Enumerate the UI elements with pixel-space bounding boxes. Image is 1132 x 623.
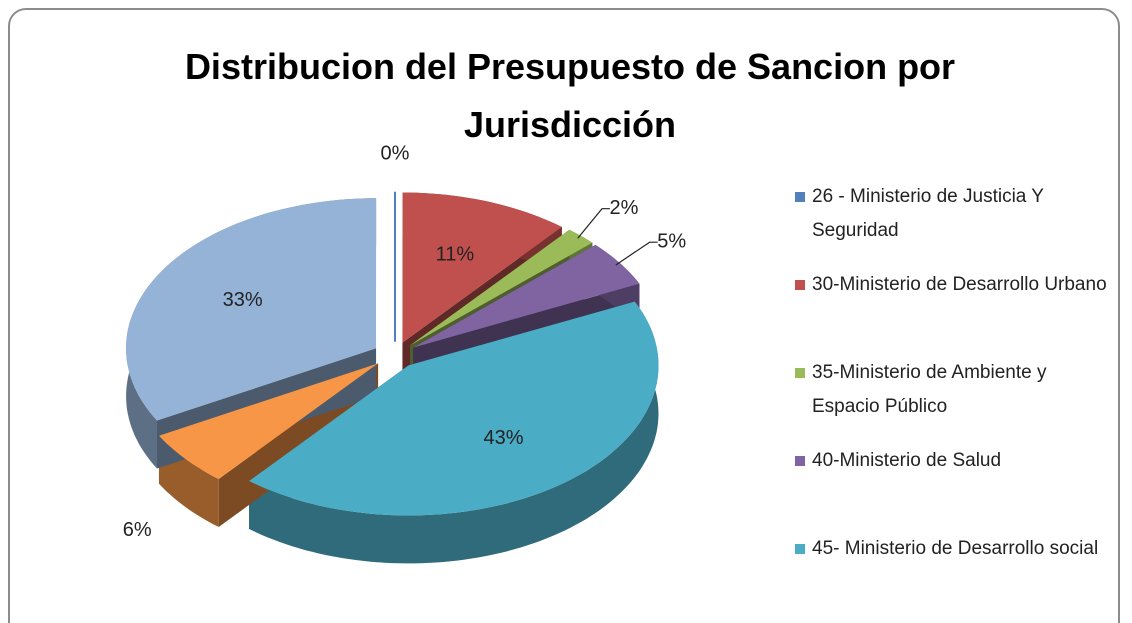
chart-title: Distribucion del Presupuesto de Sancion … <box>184 46 956 145</box>
slice <box>249 301 659 516</box>
legend-label: 35-Ministerio de Ambiente y Espacio Públ… <box>812 362 1047 417</box>
legend-item: 40-Ministerio de Salud <box>795 444 1115 532</box>
legend: 26 - Ministerio de Justicia Y Seguridad 3… <box>795 180 1115 620</box>
chart-frame <box>8 8 1120 623</box>
legend-item: 45- Ministerio de Desarrollo social <box>795 532 1115 620</box>
legend-swatch <box>795 456 805 466</box>
legend-label: 30-Ministerio de Desarrollo Urbano <box>812 274 1107 295</box>
pie-tops <box>126 191 659 516</box>
legend-label: 40-Ministerio de Salud <box>812 450 1002 471</box>
slice-side <box>249 301 659 564</box>
data-label: 6% <box>123 519 152 541</box>
legend-swatch <box>795 368 805 378</box>
slice <box>126 198 377 421</box>
leader-line <box>577 208 610 239</box>
legend-item: 26 - Ministerio de Justicia Y Seguridad <box>795 180 1115 268</box>
slice <box>402 192 562 343</box>
legend-label: 26 - Ministerio de Justicia Y Seguridad <box>812 186 1044 241</box>
data-label: 11% <box>436 243 475 265</box>
slice <box>410 229 593 346</box>
data-label: 5% <box>657 230 686 252</box>
data-label: 33% <box>223 289 263 311</box>
legend-label: 45- Ministerio de Desarrollo social <box>812 538 1099 559</box>
leader-line <box>615 241 658 266</box>
slice <box>159 363 379 479</box>
legend-swatch <box>795 192 805 202</box>
legend-swatch <box>795 280 805 290</box>
data-label: 43% <box>483 427 523 449</box>
data-label: 0% <box>381 143 410 165</box>
legend-item: 35-Ministerio de Ambiente y Espacio Públ… <box>795 356 1115 444</box>
data-label: 2% <box>610 197 639 219</box>
slice <box>413 244 640 348</box>
legend-item: 30-Ministerio de Desarrollo Urbano <box>795 268 1115 356</box>
legend-swatch <box>795 544 805 554</box>
